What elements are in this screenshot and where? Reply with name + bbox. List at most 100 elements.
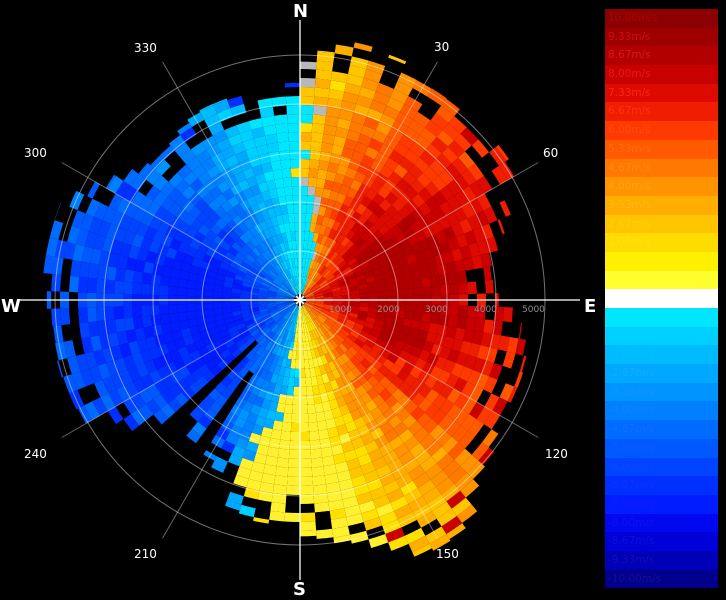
legend-swatch — [605, 569, 718, 589]
compass-south-label: S — [293, 579, 306, 600]
velocity-color-legend: 10.00m/s 9.33m/s 8.67m/s 8.00m/s 7.33m/s 6.67… — [605, 9, 718, 589]
legend-entry: -8.00m/s — [605, 513, 718, 533]
compass-west-label: W — [1, 296, 21, 317]
legend-label: -8.67m/s — [608, 535, 655, 548]
legend-label: -4.67m/s — [608, 423, 655, 436]
legend-label: -5.33m/s — [608, 441, 655, 454]
legend-label: -1.33m/s — [608, 329, 655, 342]
legend-label: 0.00m/s — [608, 292, 651, 305]
legend-entry: 2.67m/s — [605, 214, 718, 234]
legend-label: 0.67m/s — [608, 273, 651, 286]
legend-swatch — [605, 46, 718, 66]
radar-plot — [20, 20, 580, 580]
legend-swatch — [605, 457, 718, 477]
bearing-label-300: 300 — [24, 146, 47, 160]
legend-label: 1.33m/s — [608, 254, 651, 267]
legend-entry: 0.00m/s — [605, 289, 718, 308]
range-label-4000: 4000 — [474, 305, 497, 315]
legend-label: 6.67m/s — [608, 105, 651, 118]
legend-swatch — [605, 308, 718, 327]
legend-label: -2.67m/s — [608, 367, 655, 380]
legend-label: 2.00m/s — [608, 236, 651, 249]
legend-entry: -5.33m/s — [605, 438, 718, 458]
velocity-field — [43, 42, 527, 557]
legend-entry: 9.33m/s — [605, 27, 718, 47]
bearing-spokes — [61, 61, 539, 539]
legend-swatch — [605, 364, 718, 383]
legend-entry: -6.67m/s — [605, 476, 718, 495]
legend-label: 5.33m/s — [608, 142, 651, 155]
legend-label: -0.67m/s — [608, 311, 655, 323]
legend-entry: 1.33m/s — [605, 251, 718, 271]
legend-swatch — [605, 476, 718, 495]
center-marker — [294, 294, 306, 306]
range-label-5000: 5000 — [522, 305, 545, 315]
legend-swatch — [605, 401, 718, 421]
range-label-1000: 1000 — [329, 305, 352, 315]
legend-entry: -0.67m/s — [605, 308, 718, 327]
legend-swatch — [605, 65, 718, 84]
legend-swatch — [605, 550, 718, 570]
legend-swatch — [605, 420, 718, 439]
legend-entry: -9.33m/s — [605, 550, 718, 570]
legend-entry: 7.33m/s — [605, 83, 718, 103]
legend-label: 6.00m/s — [608, 124, 651, 137]
legend-label: -10.00m/s — [608, 572, 662, 585]
legend-entry: 5.33m/s — [605, 139, 718, 159]
bearing-label-330: 330 — [134, 41, 157, 55]
legend-entry: 3.33m/s — [605, 195, 718, 215]
legend-entry: -1.33m/s — [605, 326, 718, 346]
legend-label: -6.00m/s — [608, 460, 655, 473]
legend-entry: -8.67m/s — [605, 532, 718, 551]
legend-label: -7.33m/s — [608, 497, 655, 510]
legend-label: 7.33m/s — [608, 86, 651, 99]
legend-entry: -7.33m/s — [605, 494, 718, 514]
legend-entry: -2.00m/s — [605, 345, 718, 365]
legend-label: -2.00m/s — [608, 348, 655, 361]
legend-entry: -4.00m/s — [605, 401, 718, 421]
legend-entry: 4.67m/s — [605, 158, 718, 178]
legend-swatch — [605, 121, 718, 140]
legend-label: -9.33m/s — [608, 553, 655, 566]
bearing-label-150: 150 — [436, 547, 459, 561]
legend-label: 8.00m/s — [608, 68, 651, 81]
legend-swatch — [605, 494, 718, 514]
range-label-2000: 2000 — [377, 305, 400, 315]
legend-swatch — [605, 214, 718, 234]
legend-label: 9.33m/s — [608, 30, 651, 43]
legend-entry: 2.00m/s — [605, 233, 718, 252]
compass-north-label: N — [293, 1, 309, 22]
legend-label: 10.00m/s — [608, 12, 658, 24]
legend-swatch — [605, 195, 718, 215]
legend-label: 2.67m/s — [608, 217, 651, 230]
legend-swatch — [605, 83, 718, 103]
legend-swatch — [605, 345, 718, 365]
legend-swatch — [605, 233, 718, 252]
legend-swatch — [605, 438, 718, 458]
legend-swatch — [605, 139, 718, 159]
legend-entry: -10.00m/s — [605, 569, 718, 589]
legend-entry: 8.00m/s — [605, 65, 718, 84]
legend-label: 3.33m/s — [608, 198, 651, 211]
bearing-label-30: 30 — [434, 40, 450, 54]
legend-entry: 6.00m/s — [605, 121, 718, 140]
bearing-label-120: 120 — [545, 447, 568, 461]
legend-swatch — [605, 513, 718, 533]
legend-entry: -2.67m/s — [605, 364, 718, 383]
bearing-label-60: 60 — [543, 146, 559, 160]
legend-label: 8.67m/s — [608, 49, 651, 62]
legend-swatch — [605, 102, 718, 122]
legend-entry: 10.00m/s — [605, 9, 718, 28]
compass-east-label: E — [584, 296, 597, 317]
legend-label: -6.67m/s — [608, 479, 655, 492]
legend-entry: -6.00m/s — [605, 457, 718, 477]
legend-label: 4.67m/s — [608, 161, 651, 174]
legend-swatch — [605, 326, 718, 346]
legend-swatch — [605, 158, 718, 178]
legend-swatch — [605, 270, 718, 290]
legend-entry: -4.67m/s — [605, 420, 718, 439]
bearing-label-240: 240 — [24, 447, 47, 461]
legend-swatch — [605, 27, 718, 47]
legend-swatch — [605, 251, 718, 271]
bearing-label-210: 210 — [134, 547, 157, 561]
